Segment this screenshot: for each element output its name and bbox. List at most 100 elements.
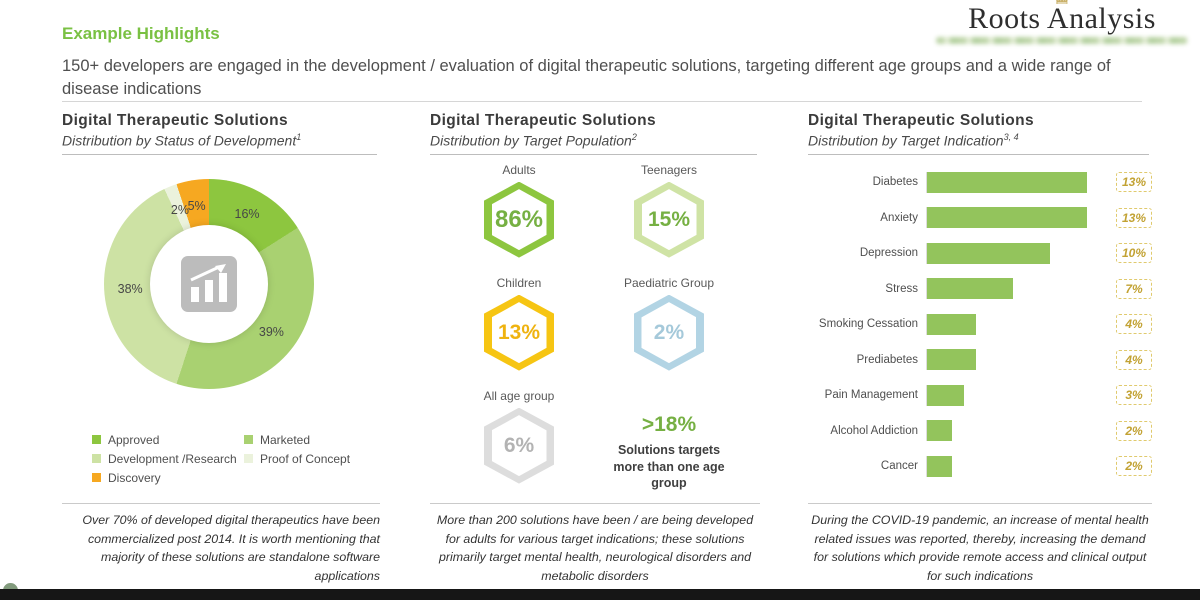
hexagon-shape: 2% [633,294,704,371]
bar-value-label: 2% [1116,456,1152,477]
bar-row-smoking-cessation: Smoking Cessation 4% [808,307,1152,343]
hexagon-shape: 86% [484,181,554,258]
legend-item: Proof of Concept [244,452,380,466]
bar-value-label: 13% [1116,172,1152,193]
hexagon-inner: 6% [491,415,547,477]
bar [927,349,977,371]
bottom-strip [0,589,1200,600]
bar-value-label: 13% [1116,207,1152,228]
bar [927,207,1087,229]
legend-item: Development /Research [92,452,244,466]
legend-label: Development /Research [108,451,237,466]
bar-row-diabetes: Diabetes 13% [808,165,1152,201]
crown-icon: ♛ [936,0,1188,4]
legend-swatch [92,435,101,445]
panel-title: Digital Therapeutic Solutions [62,112,289,129]
bar [927,242,1050,264]
bar-track [926,171,1110,193]
panel-subtitle: Distribution by Target Indication3, 4 [808,132,1149,149]
hexagon-shape: 15% [634,181,704,258]
hexagon-inner: 86% [491,189,547,251]
panel-title: Digital Therapeutic Solutions [808,112,1035,129]
bar-chart: Diabetes 13% Anxiety 13% Depression 10% Stress… [808,165,1152,485]
bar-row-prediabetes: Prediabetes 4% [808,342,1152,378]
legend-label: Marketed [260,432,311,447]
panel-footnote: Over 70% of developed digital therapeuti… [62,503,380,585]
bar-category-label: Cancer [880,460,918,473]
panel-title: Digital Therapeutic Solutions [430,112,657,129]
hexagon-shape: 6% [484,407,554,484]
bar-category-label: Diabetes [872,176,918,189]
hex-stat-all-age-group: All age group 6% [484,389,554,493]
panel-target-indication: Digital Therapeutic Solutions Distributi… [808,112,1152,594]
bar-category-label: Stress [885,282,918,295]
legend-item: Marketed [244,433,380,447]
bar-category-label: Prediabetes [856,353,918,366]
bar-value-label: 7% [1116,278,1152,299]
hexagon-shape: 13% [484,294,554,371]
bar-track [926,455,1110,477]
bar-row-cancer: Cancer 2% [808,449,1152,485]
bar-row-anxiety: Anxiety 13% [808,200,1152,236]
callout-text: Solutions targets more than one age grou… [613,442,725,491]
hex-label: Teenagers [640,162,698,177]
panel-status-of-development: Digital Therapeutic Solutions Distributi… [62,112,380,594]
hex-stat-children: Children 13% [484,276,554,371]
bar-chart-icon [181,255,237,312]
logo: ♛ Roots Analysis [936,0,1188,44]
bar-value-label: 2% [1116,420,1152,441]
hex-label: Adults [502,162,536,177]
legend-swatch [244,454,253,464]
panel-subtitle-text: Distribution by Target Indication [808,132,1004,149]
panel-subtitle-text: Distribution by Status of Development [62,132,297,149]
bar [927,313,977,335]
callout-value: >18% [641,412,697,436]
hexagon-inner: 2% [641,302,697,364]
donut-center [150,224,268,343]
logo-name: Roots Analysis [968,2,1156,35]
bar-value-label: 4% [1116,349,1152,370]
bar-track [926,384,1110,406]
legend-item: Approved [92,433,244,447]
section-title: Example Highlights [62,24,220,43]
donut-chart [104,178,314,389]
hex-stat-paediatric-group: Paediatric Group 2% [624,276,714,371]
panel-subtitle: Distribution by Status of Development1 [62,132,377,149]
donut-legend: Approved Marketed Development /Research Pro… [92,433,380,485]
footnote-marker: 1 [296,132,302,142]
bar-track [926,278,1110,300]
hex-label: Paediatric Group [623,275,715,290]
bar-value-label: 10% [1116,243,1152,264]
bar-track [926,313,1110,335]
hexagon-inner: 15% [641,189,697,251]
bar [927,384,964,406]
panel-subtitle-text: Distribution by Target Population [430,132,632,149]
legend-item: Discovery [92,471,244,485]
bar [927,455,952,477]
donut-zone: 16% 39% 38% 2% 5% [62,155,380,431]
panel-subtitle: Distribution by Target Population2 [430,132,757,149]
hex-grid: Adults 86% Teenagers 15% Children 13% Paediatr… [444,163,760,493]
bar-row-alcohol-addiction: Alcohol Addiction 2% [808,413,1152,449]
bar-row-pain-management: Pain Management 3% [808,378,1152,414]
age-group-callout: >18% Solutions targets more than one age … [604,389,734,493]
bar-track [926,349,1110,371]
bar-row-stress: Stress 7% [808,271,1152,307]
hex-label: Children [496,275,542,290]
bar-category-label: Depression [859,247,918,260]
legend-label: Proof of Concept [260,451,351,466]
legend-swatch [92,473,101,483]
bar [927,420,952,442]
page-subtitle: 150+ developers are engaged in the devel… [62,57,1111,99]
bar-value-label: 3% [1116,385,1152,406]
bar-category-label: Alcohol Addiction [830,424,918,437]
bar-category-label: Pain Management [824,389,918,402]
bar-value-label: 4% [1116,314,1152,335]
logo-tagline-blur [936,37,1188,44]
panel-footnote: More than 200 solutions have been / are … [430,503,760,585]
hexagon-inner: 13% [491,302,547,364]
hex-stat-teenagers: Teenagers 15% [634,163,704,258]
legend-label: Discovery [108,470,161,485]
panel-header: Digital Therapeutic Solutions Distributi… [808,112,1149,155]
bar-track [926,207,1110,229]
